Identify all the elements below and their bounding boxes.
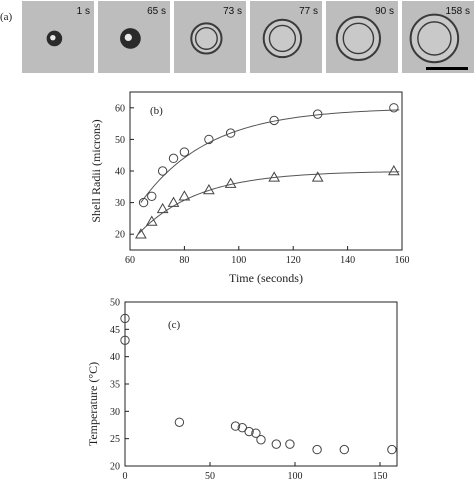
temperature-data-point — [120, 335, 130, 345]
temperature-data-point — [387, 444, 397, 455]
y-tick-label: 30 — [110, 407, 120, 418]
panel-c-x-ticks: 0 50 100 150 — [123, 462, 388, 479]
circle-data-point — [138, 197, 149, 208]
panel-b-x-axis-label: Time (seconds) — [229, 271, 303, 285]
panel-b-label: (b) — [150, 105, 163, 117]
panel-c-label: (c) — [168, 319, 181, 331]
triangle-data-point — [167, 196, 180, 207]
triangle-data-point — [387, 164, 400, 176]
frame-time-label: 73 s — [223, 6, 242, 17]
panel-c-data-points — [120, 313, 397, 455]
triangle-data-point — [224, 177, 237, 188]
triangle-data-point — [203, 183, 215, 195]
frame-time-label: 158 s — [446, 6, 470, 17]
panel-a-label: (a) — [0, 11, 13, 23]
x-tick-label: 150 — [373, 471, 388, 479]
fit-curve-2 — [137, 171, 400, 235]
temperature-data-point — [271, 439, 281, 449]
y-tick-label: 40 — [110, 352, 120, 363]
frame-4: 77 s — [250, 1, 322, 73]
x-tick-label: 120 — [286, 255, 301, 266]
shell-ring — [342, 22, 375, 55]
panel-b-fit-curves — [137, 109, 400, 235]
panel-b-data-points — [135, 103, 400, 239]
y-tick-label: 20 — [115, 230, 125, 241]
y-tick-label: 35 — [110, 380, 120, 391]
frame-strip: 1 s 65 s 73 s 77 s 90 s 158 s — [22, 1, 474, 73]
y-tick-label: 50 — [110, 298, 120, 309]
y-tick-label: 30 — [115, 198, 125, 209]
temperature-data-point — [312, 444, 322, 455]
droplet-highlight — [124, 33, 132, 42]
panel-c-plot-frame — [124, 301, 398, 467]
temperature-data-point — [256, 435, 266, 445]
circle-data-point — [312, 109, 323, 119]
triangle-data-point — [311, 171, 324, 182]
y-tick-label: 20 — [110, 462, 120, 473]
panel-c-temperature-chart: (c) 0 50 100 150 20 25 30 35 40 45 50 Temperature… — [86, 298, 398, 479]
temperature-data-point — [230, 421, 241, 431]
temperature-data-point — [339, 444, 349, 455]
x-tick-label: 60 — [125, 255, 135, 266]
y-tick-label: 50 — [115, 135, 125, 146]
x-tick-label: 100 — [231, 255, 246, 266]
triangle-data-point — [145, 215, 158, 226]
triangle-data-point — [156, 202, 169, 214]
circle-data-point — [168, 153, 179, 164]
panel-a-microscopy-strip: (a) 1 s 65 s 73 s 77 s 90 s 158 s — [0, 1, 474, 73]
y-tick-label: 40 — [115, 167, 125, 178]
frame-1: 1 s — [22, 1, 94, 73]
panel-c-y-axis-label: Temperature (°C) — [86, 362, 100, 446]
temperature-data-point — [285, 439, 295, 449]
panel-b-plot-frame — [129, 91, 403, 251]
frame-2: 65 s — [98, 1, 170, 73]
frame-time-label: 77 s — [299, 6, 318, 17]
panel-b-y-axis-label: Shell Radii (microns) — [89, 119, 103, 222]
frame-5: 90 s — [326, 1, 398, 73]
fit-curve-1 — [140, 109, 400, 203]
panel-c-y-ticks: 20 25 30 35 40 45 50 — [110, 298, 129, 473]
triangle-data-point — [178, 190, 191, 201]
droplet-highlight — [50, 34, 56, 41]
x-tick-label: 80 — [179, 255, 189, 266]
temperature-data-point — [244, 426, 254, 437]
x-tick-label: 0 — [123, 471, 128, 479]
shell-ring — [194, 26, 218, 50]
x-tick-label: 140 — [340, 255, 355, 266]
x-tick-label: 100 — [288, 471, 303, 479]
circle-data-point — [157, 166, 168, 176]
frame-time-label: 90 s — [375, 6, 394, 17]
y-tick-label: 60 — [115, 103, 125, 114]
shell-ring — [268, 24, 297, 53]
frame-time-label: 1 s — [77, 6, 90, 17]
scale-bar — [426, 67, 468, 70]
circle-data-point — [179, 147, 190, 157]
triangle-data-point — [268, 171, 281, 182]
x-tick-label: 160 — [395, 255, 410, 266]
shell-ring — [417, 21, 452, 56]
panel-b-x-ticks: 60 80 100 120 140 160 — [125, 246, 410, 266]
circle-data-point — [204, 134, 214, 145]
frame-3: 73 s — [174, 1, 246, 73]
circle-data-point — [225, 128, 236, 138]
y-tick-label: 25 — [110, 434, 120, 445]
circle-data-point — [389, 103, 399, 113]
circle-data-point — [147, 191, 157, 201]
panel-b-y-ticks: 20 30 40 50 60 — [115, 103, 134, 241]
panel-b-shell-radii-chart: (b) 60 80 100 120 140 160 20 30 40 50 60 Time (se… — [89, 91, 410, 285]
temperature-data-point — [251, 428, 261, 438]
frame-6: 158 s — [402, 1, 474, 73]
y-tick-label: 45 — [110, 325, 120, 336]
frame-time-label: 65 s — [147, 6, 166, 17]
x-tick-label: 50 — [205, 471, 215, 479]
temperature-data-point — [120, 313, 130, 324]
circle-data-point — [269, 115, 279, 126]
temperature-data-point — [174, 417, 185, 427]
triangle-data-point — [135, 228, 147, 239]
